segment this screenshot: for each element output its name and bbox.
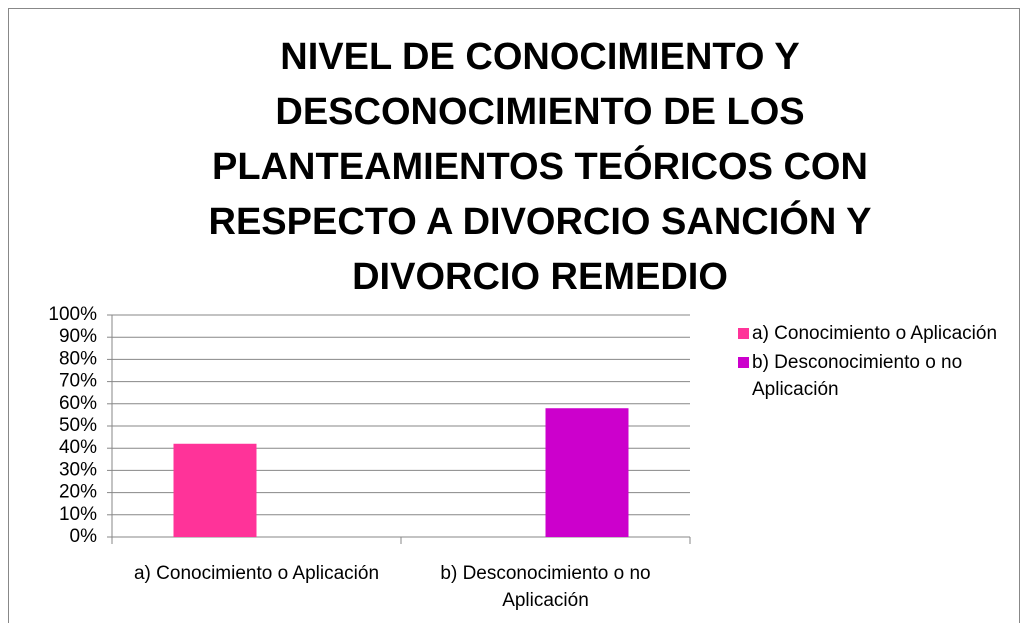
y-tick-label: 40% [59,437,97,458]
y-tick-label: 0% [70,526,98,547]
y-tick-label: 60% [59,393,97,414]
y-tick-label: 80% [59,348,97,369]
chart-title: NIVEL DE CONOCIMIENTO Y DESCONOCIMIENTO … [208,36,872,298]
chart-border [8,8,1020,623]
legend-label: a) Conocimiento o Aplicación [752,323,998,344]
y-tick-label: 10% [59,504,97,525]
bar [545,408,629,537]
legend-swatch [738,328,749,339]
y-tick-label: 20% [59,482,97,503]
legend-label: b) Desconocimiento o no Aplicación [752,352,963,400]
y-tick-label: 70% [59,371,97,392]
y-tick-label: 30% [59,459,97,480]
x-tick-label: b) Desconocimiento o no Aplicación [440,563,651,611]
y-tick-label: 50% [59,415,97,436]
legend-item: b) Desconocimiento o no Aplicación [738,349,1023,403]
legend-item: a) Conocimiento o Aplicación [738,320,1023,347]
x-tick-label: a) Conocimiento o Aplicación [133,563,380,584]
bar [173,443,257,537]
y-tick-label: 90% [59,326,97,347]
legend-swatch [738,357,749,368]
legend: a) Conocimiento o Aplicación b) Desconoci… [738,320,1023,405]
y-tick-label: 100% [48,304,97,325]
